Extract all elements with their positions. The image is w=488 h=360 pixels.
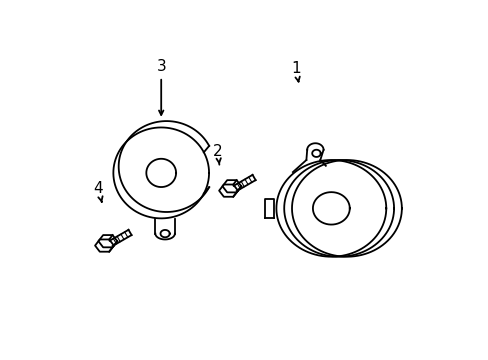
Text: 2: 2 — [213, 144, 222, 165]
Text: 4: 4 — [94, 181, 103, 202]
Text: 3: 3 — [156, 59, 166, 115]
Text: 1: 1 — [290, 61, 300, 82]
